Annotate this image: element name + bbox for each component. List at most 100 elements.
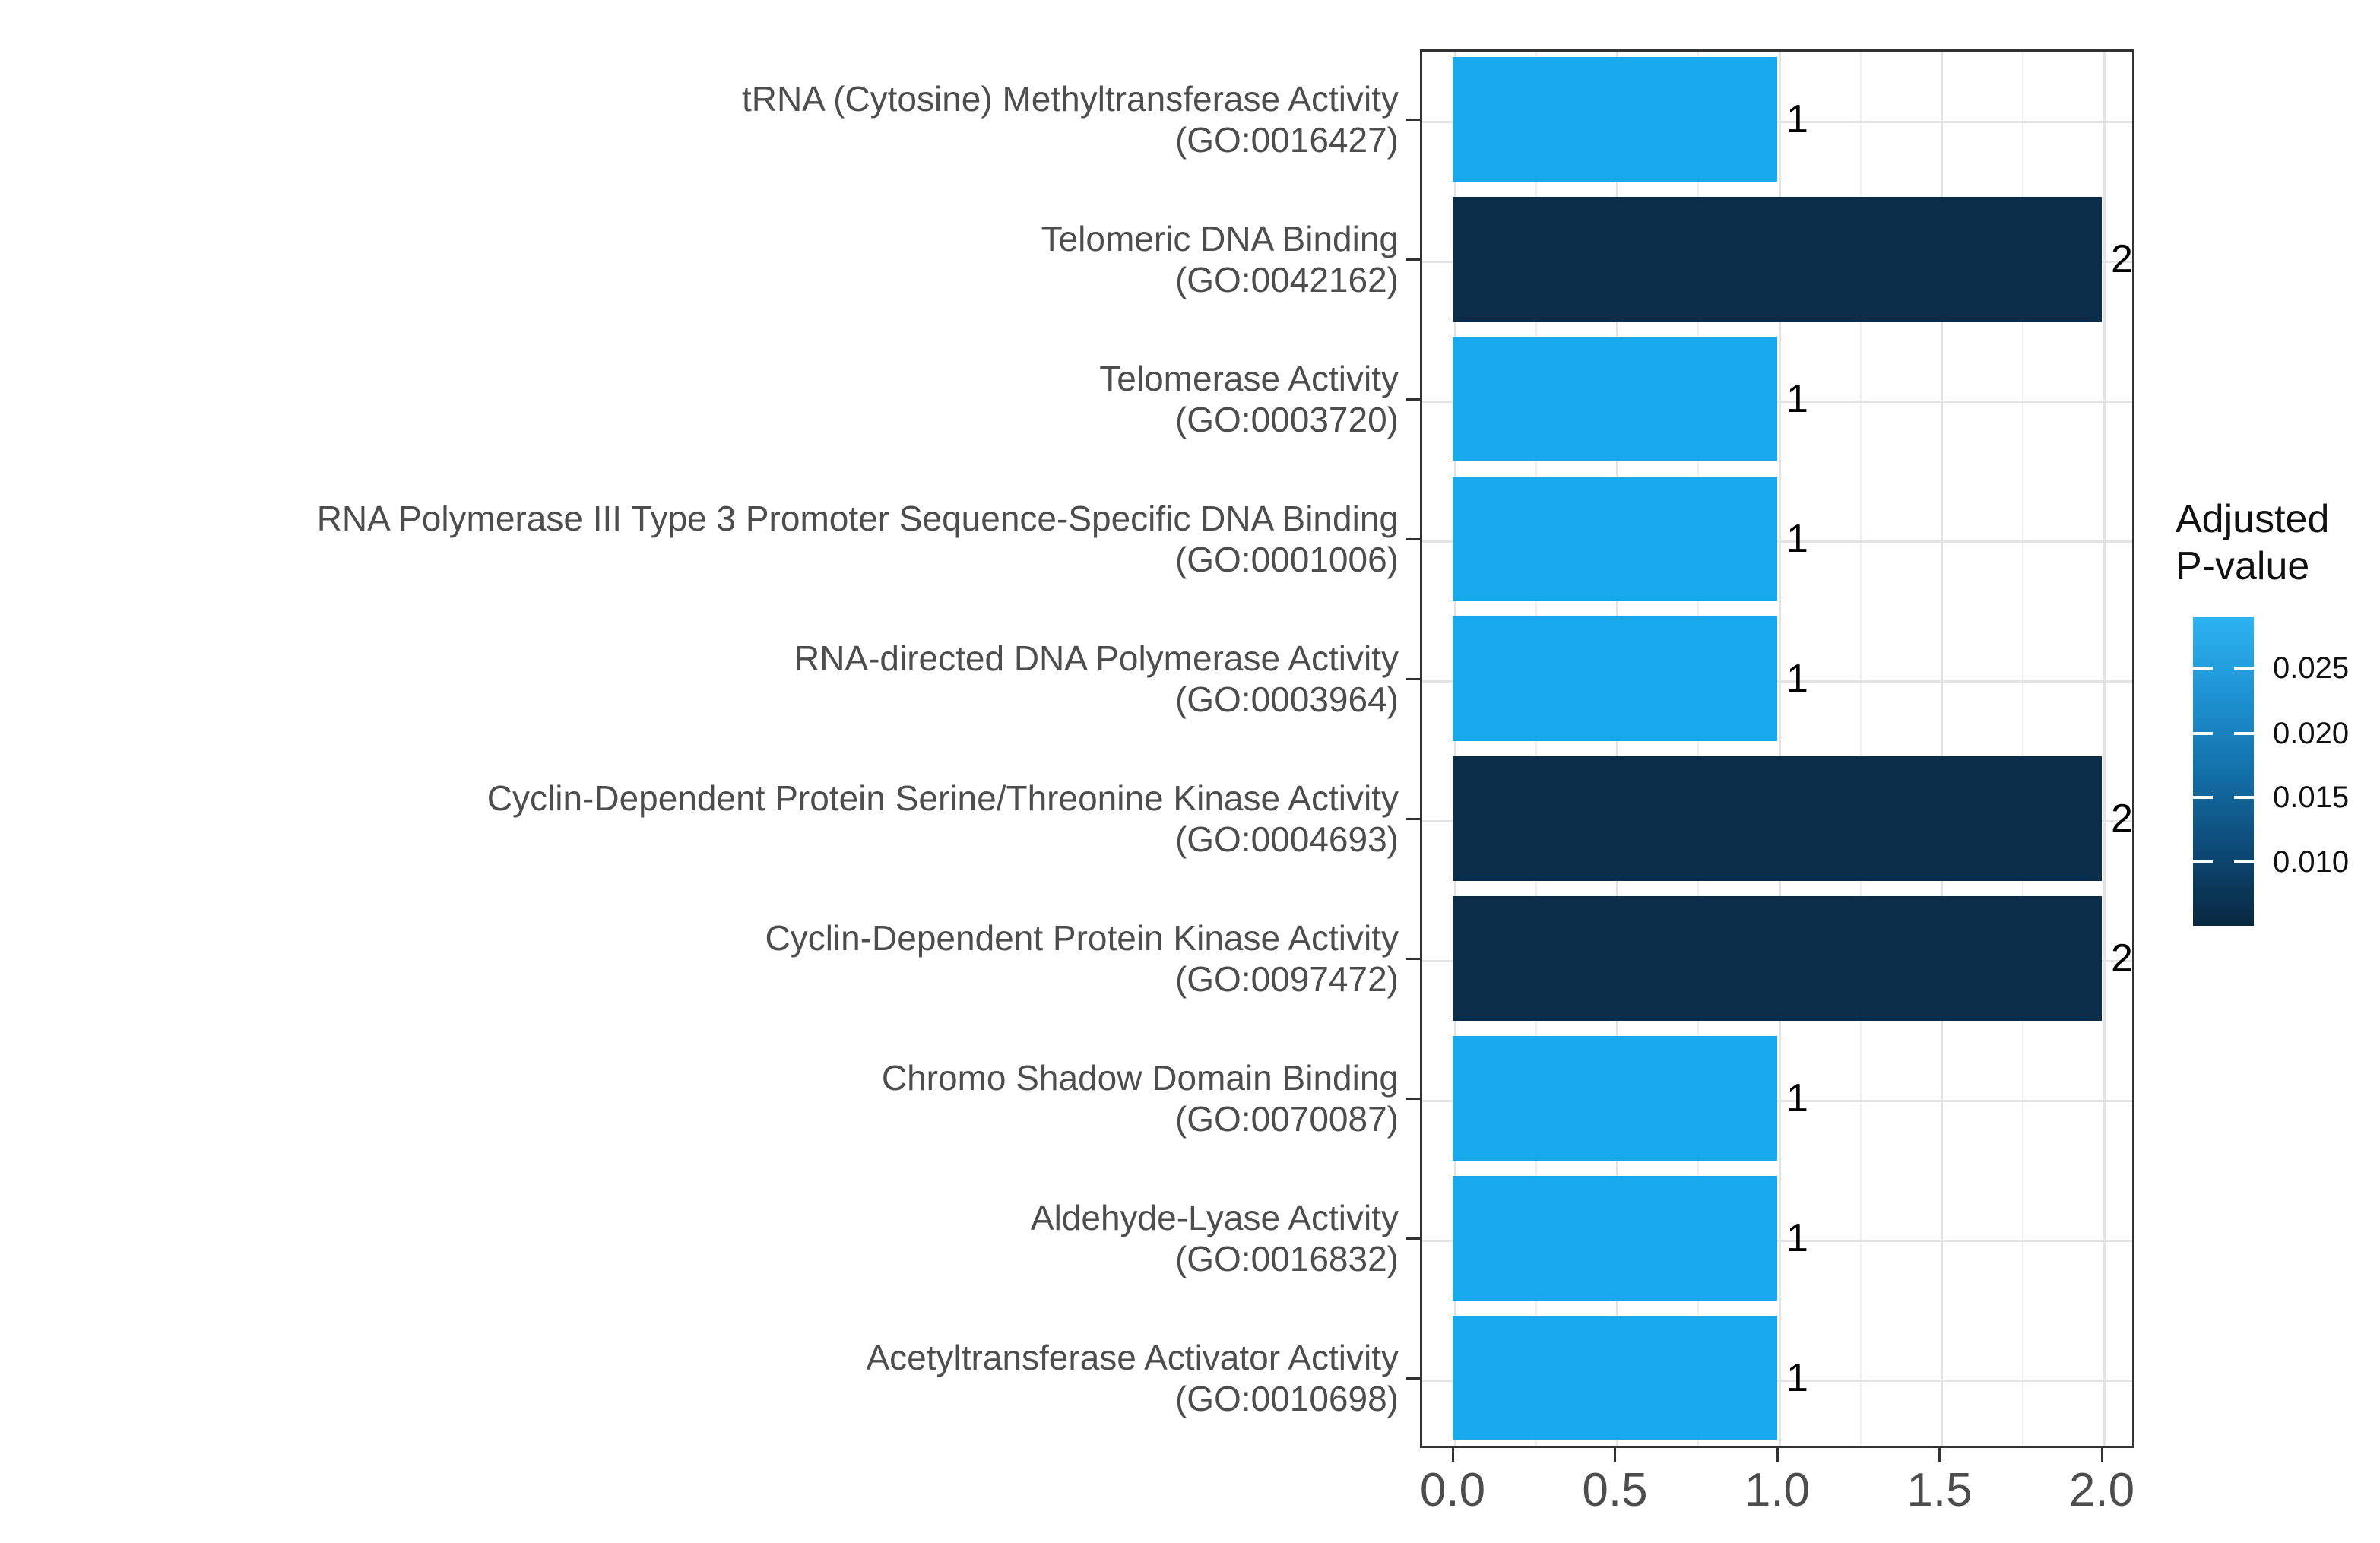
bar-value-label: 1 bbox=[1786, 1216, 1808, 1260]
bar bbox=[1453, 477, 1777, 601]
bar bbox=[1453, 616, 1777, 741]
legend-tick bbox=[2234, 666, 2254, 670]
category-label: RNA-directed DNA Polymerase Activity (GO:… bbox=[23, 638, 1399, 720]
bar-value-label: 1 bbox=[1786, 657, 1808, 701]
bar-value-label: 1 bbox=[1786, 377, 1808, 421]
y-axis-tick bbox=[1406, 118, 1420, 121]
gridline-horizontal bbox=[1422, 400, 2132, 403]
y-axis-tick bbox=[1406, 957, 1420, 960]
bar bbox=[1453, 1036, 1777, 1161]
category-go-id: (GO:0016427) bbox=[1174, 120, 1399, 160]
legend-tick-label: 0.010 bbox=[2273, 844, 2350, 879]
bar bbox=[1453, 1176, 1777, 1301]
gridline-major-vertical bbox=[1941, 52, 1943, 1446]
legend-tick-label: 0.020 bbox=[2273, 717, 2350, 751]
category-term: Telomeric DNA Binding bbox=[1041, 219, 1399, 258]
gridline-horizontal bbox=[1422, 1379, 2132, 1382]
bar-value-label: 2 bbox=[2111, 797, 2133, 841]
legend-gradient-bar bbox=[2193, 617, 2254, 926]
category-go-id: (GO:0010698) bbox=[1174, 1379, 1399, 1418]
gridline-horizontal bbox=[1422, 120, 2132, 123]
y-axis-tick bbox=[1406, 677, 1420, 680]
bar bbox=[1453, 1316, 1777, 1440]
category-term: RNA Polymerase III Type 3 Promoter Seque… bbox=[316, 499, 1399, 538]
legend-tick bbox=[2234, 860, 2254, 863]
category-label: Aldehyde-Lyase Activity (GO:0016832) bbox=[23, 1197, 1399, 1279]
bar-value-label: 2 bbox=[2111, 936, 2133, 981]
legend-title-line1: Adjusted bbox=[2176, 497, 2330, 541]
category-go-id: (GO:0001006) bbox=[1174, 540, 1399, 579]
bar-value-label: 1 bbox=[1786, 97, 1808, 141]
category-label: Acetyltransferase Activator Activity (GO:… bbox=[23, 1337, 1399, 1419]
legend-tick bbox=[2234, 732, 2254, 736]
legend-title-line2: P-value bbox=[2176, 544, 2310, 588]
legend-tick bbox=[2193, 666, 2213, 670]
x-axis-tick bbox=[1938, 1448, 1941, 1462]
y-axis-tick bbox=[1406, 258, 1420, 261]
legend-tick-label: 0.025 bbox=[2273, 651, 2350, 685]
y-axis-tick bbox=[1406, 817, 1420, 820]
category-term: Chromo Shadow Domain Binding bbox=[881, 1058, 1399, 1098]
legend-title: Adjusted P-value bbox=[2176, 496, 2329, 590]
x-axis-tick bbox=[1776, 1448, 1779, 1462]
bar bbox=[1453, 197, 2102, 322]
category-label: Telomerase Activity (GO:0003720) bbox=[23, 358, 1399, 440]
legend-tick bbox=[2193, 732, 2213, 736]
category-label: Chromo Shadow Domain Binding (GO:0070087) bbox=[23, 1057, 1399, 1139]
bar bbox=[1453, 337, 1777, 461]
bar bbox=[1453, 756, 2102, 881]
bar-value-label: 1 bbox=[1786, 517, 1808, 561]
gridline-major-vertical bbox=[2103, 52, 2106, 1446]
y-axis-tick bbox=[1406, 1097, 1420, 1100]
legend-tick bbox=[2234, 796, 2254, 800]
category-go-id: (GO:0070087) bbox=[1174, 1099, 1399, 1139]
x-axis-tick bbox=[2100, 1448, 2103, 1462]
gridline-major-vertical bbox=[1616, 52, 1618, 1446]
bar-value-label: 2 bbox=[2111, 237, 2133, 281]
bar bbox=[1453, 896, 2102, 1021]
y-axis-tick bbox=[1406, 1237, 1420, 1240]
x-axis-tick-label: 0.0 bbox=[1419, 1464, 1486, 1516]
x-axis-tick-label: 1.0 bbox=[1744, 1464, 1811, 1516]
gridline-major-vertical bbox=[1778, 52, 1781, 1446]
category-go-id: (GO:0097472) bbox=[1174, 959, 1399, 999]
x-axis-tick bbox=[1451, 1448, 1454, 1462]
category-go-id: (GO:0003720) bbox=[1174, 400, 1399, 439]
category-term: RNA-directed DNA Polymerase Activity bbox=[794, 638, 1399, 678]
y-axis-tick bbox=[1406, 537, 1420, 540]
y-axis-tick bbox=[1406, 1377, 1420, 1380]
category-label: Telomeric DNA Binding (GO:0042162) bbox=[23, 218, 1399, 300]
category-go-id: (GO:0003964) bbox=[1174, 680, 1399, 719]
legend-tick-label: 0.015 bbox=[2273, 781, 2350, 815]
gridline-minor-vertical bbox=[1535, 52, 1537, 1446]
gridline-horizontal bbox=[1422, 1099, 2132, 1102]
category-term: Cyclin-Dependent Protein Kinase Activity bbox=[765, 918, 1399, 958]
category-term: tRNA (Cytosine) Methyltransferase Activi… bbox=[741, 79, 1399, 119]
legend-tick bbox=[2193, 796, 2213, 800]
gridline-minor-vertical bbox=[2022, 52, 2024, 1446]
gridline-horizontal bbox=[1422, 680, 2132, 683]
category-label: tRNA (Cytosine) Methyltransferase Activi… bbox=[23, 78, 1399, 160]
gridline-horizontal bbox=[1422, 1239, 2132, 1242]
y-axis-tick bbox=[1406, 398, 1420, 401]
category-term: Cyclin-Dependent Protein Serine/Threonin… bbox=[486, 778, 1399, 818]
bar-value-label: 1 bbox=[1786, 1356, 1808, 1400]
category-go-id: (GO:0016832) bbox=[1174, 1239, 1399, 1278]
category-go-id: (GO:0042162) bbox=[1174, 260, 1399, 299]
category-label: RNA Polymerase III Type 3 Promoter Seque… bbox=[23, 498, 1399, 580]
gridline-major-vertical bbox=[1453, 52, 1456, 1446]
category-term: Aldehyde-Lyase Activity bbox=[1030, 1198, 1399, 1237]
category-term: Acetyltransferase Activator Activity bbox=[866, 1338, 1399, 1377]
category-label: Cyclin-Dependent Protein Kinase Activity… bbox=[23, 917, 1399, 1000]
category-go-id: (GO:0004693) bbox=[1174, 819, 1399, 859]
bar-value-label: 1 bbox=[1786, 1076, 1808, 1120]
x-axis-tick bbox=[1614, 1448, 1616, 1462]
category-term: Telomerase Activity bbox=[1099, 359, 1399, 398]
category-label: Cyclin-Dependent Protein Serine/Threonin… bbox=[23, 778, 1399, 860]
x-axis-tick-label: 1.5 bbox=[1906, 1464, 1973, 1516]
bar bbox=[1453, 57, 1777, 182]
legend-tick bbox=[2193, 860, 2213, 863]
x-axis-tick-label: 0.5 bbox=[1582, 1464, 1648, 1516]
gridline-minor-vertical bbox=[1859, 52, 1862, 1446]
